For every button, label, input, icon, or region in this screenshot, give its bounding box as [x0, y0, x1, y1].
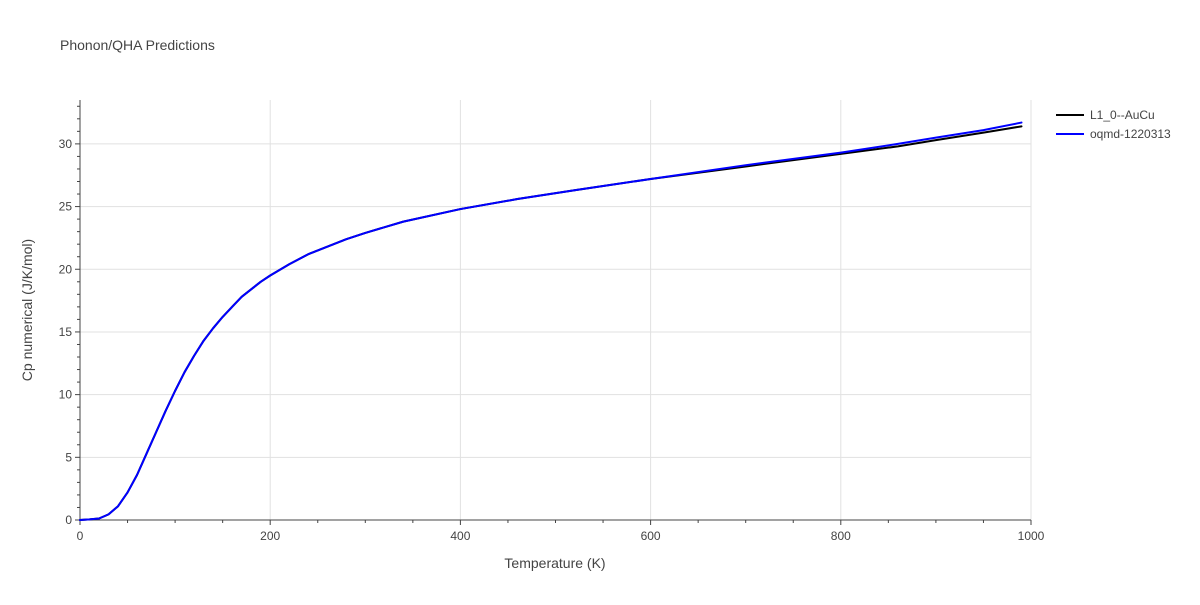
series-lines — [79, 121, 1023, 521]
grid — [80, 100, 1032, 520]
legend: L1_0--AuCu oqmd-1220313 — [1056, 108, 1171, 141]
chart-title: Phonon/QHA Predictions — [60, 37, 215, 53]
x-tick-label: 600 — [641, 529, 661, 543]
legend-label-0: L1_0--AuCu — [1090, 108, 1155, 122]
series-line-1 — [79, 121, 1023, 521]
legend-label-1: oqmd-1220313 — [1090, 127, 1171, 141]
x-tick-label: 0 — [77, 529, 84, 543]
y-tick-label: 10 — [59, 388, 73, 402]
y-tick-label: 15 — [59, 325, 73, 339]
y-tick-label: 25 — [59, 200, 73, 214]
axes: 0 200 400 600 800 1000 0 5 10 15 20 25 30 — [59, 100, 1045, 543]
y-tick-label: 30 — [59, 137, 73, 151]
series-line-0 — [79, 125, 1023, 521]
y-axis-title: Cp numerical (J/K/mol) — [19, 239, 35, 381]
x-tick-label: 200 — [260, 529, 280, 543]
y-tick-label: 20 — [59, 262, 73, 276]
x-tick-label: 800 — [831, 529, 851, 543]
x-tick-label: 400 — [450, 529, 470, 543]
x-tick-label: 1000 — [1018, 529, 1045, 543]
y-tick-label: 5 — [65, 450, 72, 464]
y-tick-label: 0 — [65, 513, 72, 527]
x-axis-title: Temperature (K) — [504, 555, 605, 571]
